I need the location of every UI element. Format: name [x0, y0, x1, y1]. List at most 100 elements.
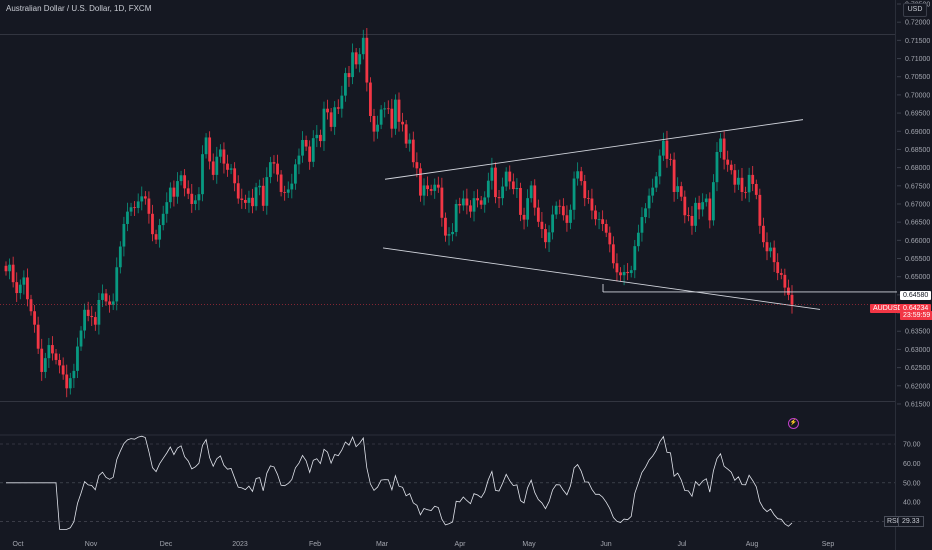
candle-body	[461, 198, 465, 206]
candle-body	[372, 115, 376, 132]
candle-body	[101, 293, 104, 300]
candle-body	[715, 151, 719, 183]
candle-body	[351, 52, 354, 78]
candle-body	[737, 177, 740, 185]
time-axis-label: Jul	[678, 541, 687, 548]
candle-body	[251, 197, 254, 207]
candle-body	[186, 188, 190, 194]
rsi-line	[6, 435, 793, 530]
time-axis-label: Feb	[309, 541, 321, 548]
candle-body	[304, 139, 308, 147]
candle-body	[115, 267, 119, 302]
candle-body	[440, 187, 444, 218]
candle-body	[712, 182, 715, 221]
candle-body	[72, 370, 76, 379]
candle-body	[654, 176, 658, 188]
candle-body	[51, 345, 54, 354]
candle-body	[679, 186, 683, 197]
candle-body	[529, 185, 533, 199]
candle-body	[58, 359, 61, 366]
time-axis-label: Aug	[746, 541, 759, 548]
candle-body	[122, 223, 126, 247]
candle-body	[229, 168, 233, 170]
price-axis-label: 0.66500	[905, 220, 930, 227]
candle-body	[336, 107, 340, 109]
candle-body	[583, 181, 587, 199]
candle-body	[201, 154, 204, 195]
candle-body	[626, 271, 630, 274]
candle-body	[611, 244, 615, 264]
candle-body	[762, 225, 765, 243]
candle-body	[276, 163, 279, 175]
currency-button[interactable]: USD	[903, 3, 927, 17]
candle-body	[436, 184, 440, 188]
rsi-axis-label: 50.00	[903, 480, 921, 487]
candle-body	[744, 191, 747, 193]
time-axis-label: Oct	[13, 541, 24, 548]
price-axis-label: 0.69000	[905, 129, 930, 136]
candle-body	[93, 317, 97, 325]
candle-body	[787, 287, 790, 295]
candle-body	[544, 229, 547, 243]
candle-body	[472, 198, 476, 212]
candle-body	[254, 187, 258, 207]
rsi-value: 29.33	[898, 516, 924, 527]
candle-body	[118, 246, 122, 268]
candle-body	[658, 155, 662, 177]
candle-body	[61, 365, 65, 375]
candle-body	[447, 234, 451, 236]
candle-body	[172, 187, 176, 197]
candle-body	[551, 214, 555, 233]
time-axis-label: Jun	[600, 541, 611, 548]
candle-body	[386, 108, 390, 110]
candle-body	[533, 185, 537, 208]
candle-body	[161, 213, 165, 226]
candle-body	[672, 159, 676, 192]
candle-body	[740, 177, 744, 192]
candle-body	[790, 294, 794, 305]
candle-body	[608, 232, 612, 245]
candle-body	[26, 277, 29, 300]
price-axis-label: 0.70500	[905, 74, 930, 81]
candle-body	[190, 193, 194, 204]
candle-body	[454, 203, 458, 232]
candle-body	[4, 265, 8, 272]
candle-body	[183, 175, 187, 189]
candle-body	[640, 217, 644, 233]
price-axis-label: 0.70000	[905, 92, 930, 99]
candle-body	[222, 149, 226, 164]
candle-body	[147, 198, 151, 214]
candle-body	[15, 282, 19, 294]
candle-body	[776, 262, 780, 274]
candle-body	[576, 171, 580, 179]
candle-body	[490, 167, 494, 181]
candle-body	[508, 171, 512, 182]
candle-body	[483, 197, 487, 205]
time-axis-label: May	[522, 541, 536, 548]
candle-body	[558, 205, 562, 207]
candle-body	[344, 73, 347, 96]
candle-body	[504, 171, 508, 187]
candle-body	[433, 184, 437, 191]
candle-body	[590, 198, 594, 211]
candle-body	[494, 167, 497, 198]
candle-body	[651, 187, 655, 196]
candle-body	[694, 202, 697, 226]
price-axis-label: 0.71000	[905, 56, 930, 63]
candle-body	[154, 234, 158, 240]
rsi-axis-label: 60.00	[903, 461, 921, 468]
candle-body	[179, 175, 183, 182]
candle-body	[79, 330, 83, 347]
price-axis-label: 0.62500	[905, 365, 930, 372]
candle-body	[708, 198, 712, 221]
candles-group	[4, 27, 794, 398]
candle-body	[22, 277, 26, 285]
trendline-upper	[384, 119, 804, 180]
lightning-icon[interactable]: ⚡	[788, 418, 799, 429]
candle-body	[683, 196, 687, 216]
candle-body	[526, 198, 530, 220]
candle-body	[754, 183, 758, 195]
time-axis-label: Nov	[85, 541, 98, 548]
